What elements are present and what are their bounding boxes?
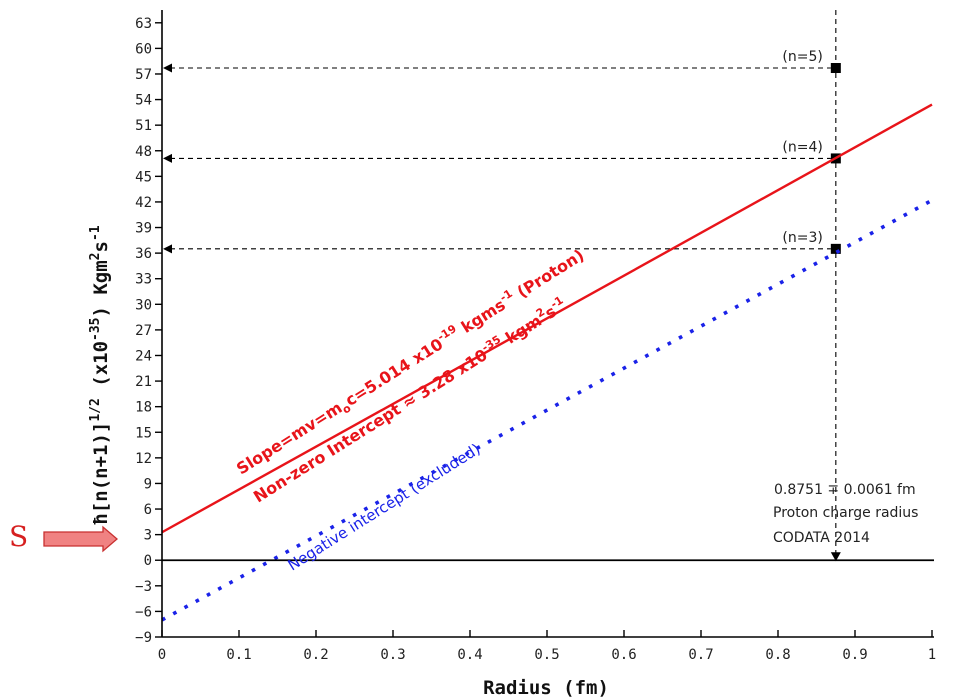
y-tick-label: 0 [144,553,152,569]
x-tick-label: 0.6 [611,647,636,663]
y-tick-label: 33 [135,272,152,288]
y-tick-label: −6 [135,604,152,620]
level-guide-arrowhead [163,63,172,73]
y-tick-label: 27 [135,323,152,339]
y-tick-label: 63 [135,16,152,32]
x-tick-label: 0.1 [226,647,251,663]
y-tick-label: 48 [135,144,152,160]
y-axis-label: ħ[n(n+1)]1/2 (x10-35) Kgm2s-1 [88,225,112,524]
s-arrow-icon [43,525,118,553]
x-tick-label: 0.5 [534,647,559,663]
y-tick-label: 12 [135,451,152,467]
y-tick-label: 57 [135,67,152,83]
y-tick-label: 36 [135,246,152,262]
y-tick-label: 42 [135,195,152,211]
level-guide-arrowhead [163,244,172,254]
level-point [830,243,841,254]
level-point-label: (n=5) [782,49,822,65]
x-tick-label: 0.8 [765,647,790,663]
x-tick-label: 0 [158,647,166,663]
y-tick-label: −3 [135,579,152,595]
radius-value-note: 0.8751 ∓ 0.0061 fm [774,482,916,498]
y-tick-label: 3 [144,528,152,544]
x-tick-label: 0.3 [380,647,405,663]
slope-annotation: Slope=mv=moc=5.014 x10-19 kgms-1 (Proton… [232,244,589,481]
s-marker-label: S [9,520,28,553]
y-tick-label: 60 [135,41,152,57]
x-tick-label: 0.7 [688,647,713,663]
y-tick-label: 21 [135,374,152,390]
y-tick-label: 30 [135,297,152,313]
x-tick-label: 0.9 [842,647,867,663]
y-tick-label: −9 [135,630,152,646]
level-point-label: (n=3) [782,230,822,246]
marker-arrowhead [830,552,841,562]
negative-intercept-line [161,198,933,622]
y-tick-label: 54 [135,93,152,109]
x-tick-label: 0.2 [303,647,328,663]
x-axis-label: Radius (fm) [483,677,609,698]
x-tick-label: 1 [928,647,936,663]
series-layer [161,103,933,622]
level-guide-arrowhead [163,153,172,163]
tick-layer: −9−6−30369121518212427303336394245485154… [135,16,936,663]
y-tick-label: 6 [144,502,152,518]
y-tick-label: 24 [135,348,152,364]
level-point [830,63,841,74]
level-point-label: (n=4) [782,139,822,155]
y-tick-label: 15 [135,425,152,441]
y-tick-label: 9 [144,476,152,492]
radius-source-note: CODATA 2014 [773,530,870,546]
y-tick-label: 51 [135,118,152,134]
x-tick-label: 0.4 [457,647,482,663]
y-tick-label: 45 [135,169,152,185]
y-tick-label: 18 [135,400,152,416]
radius-name-note: Proton charge radius [773,505,918,521]
proton-fit-line [161,103,933,534]
y-tick-label: 39 [135,221,152,237]
intercept-annotation: Non-zero Intercept ≈ 3.28 x10-35 kgm2s-1 [249,294,570,507]
guide-layer: (n=3) (n=4) (n=5) [163,10,841,562]
